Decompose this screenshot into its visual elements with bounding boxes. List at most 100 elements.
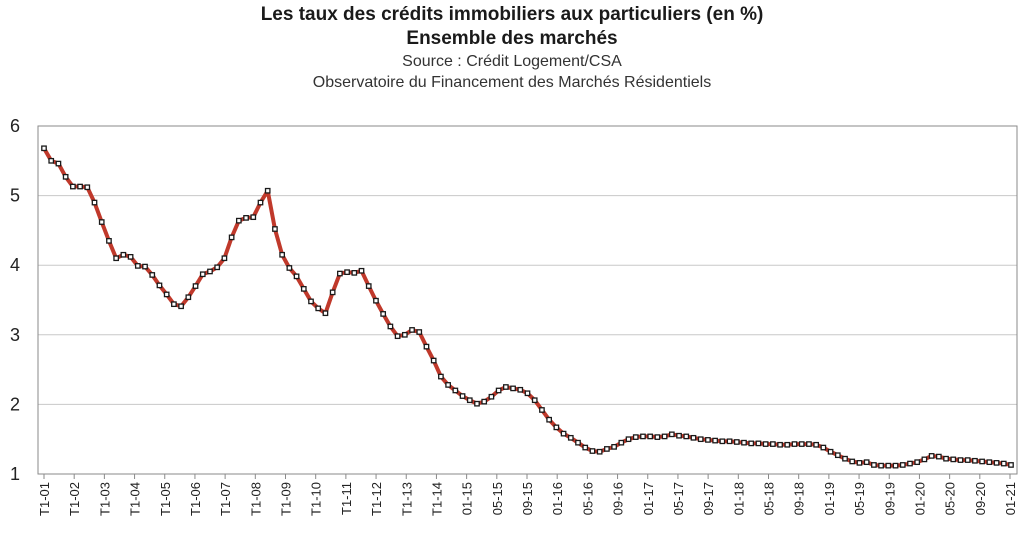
data-point — [214, 264, 221, 271]
data-point — [495, 387, 502, 394]
data-point — [640, 433, 646, 440]
data-point — [134, 263, 141, 269]
x-tick-label: T1-01 — [37, 482, 52, 516]
x-tick-label: 01-16 — [550, 482, 565, 515]
x-tick-label: 09-19 — [882, 482, 897, 515]
x-tick-label: T1-09 — [279, 482, 294, 516]
data-point — [943, 455, 949, 462]
y-tick-label: 3 — [10, 325, 20, 345]
data-point — [957, 457, 964, 463]
data-point — [474, 400, 480, 407]
data-point — [842, 455, 848, 462]
data-point — [733, 439, 740, 445]
plot-frame — [37, 125, 1018, 475]
data-point — [192, 283, 199, 289]
data-point — [322, 310, 329, 317]
x-tick-label: T1-06 — [188, 482, 203, 516]
data-point — [62, 173, 69, 180]
data-point — [560, 430, 567, 437]
x-tick-label: T1-03 — [97, 482, 112, 516]
x-tick-label: T1-13 — [399, 482, 414, 516]
data-point — [1000, 460, 1007, 467]
data-point — [950, 456, 957, 463]
data-point — [329, 289, 336, 296]
data-point — [502, 384, 509, 390]
y-tick-label: 5 — [10, 186, 20, 206]
data-point — [892, 462, 899, 469]
data-point — [250, 214, 257, 221]
data-point — [409, 327, 415, 333]
data-point — [416, 329, 423, 335]
data-point — [632, 434, 639, 440]
x-tick-label: 05-18 — [762, 482, 777, 515]
data-point — [185, 294, 192, 301]
y-tick-label: 2 — [10, 394, 20, 414]
data-point — [55, 160, 62, 167]
x-tick-label: 05-16 — [580, 482, 595, 515]
x-tick-label: 01-15 — [460, 482, 475, 515]
data-point — [668, 431, 675, 438]
data-point — [863, 459, 870, 466]
data-point — [979, 458, 985, 465]
data-point — [207, 268, 213, 275]
data-point — [834, 452, 841, 459]
data-point — [993, 460, 1000, 466]
data-point — [567, 434, 574, 441]
data-point — [272, 226, 278, 232]
data-point — [878, 462, 884, 469]
data-point — [986, 459, 993, 466]
data-point — [813, 441, 820, 448]
data-point — [394, 333, 401, 340]
data-point — [575, 439, 581, 446]
data-point — [365, 283, 372, 289]
data-point — [907, 460, 913, 467]
data-point — [279, 251, 285, 258]
data-point — [885, 462, 892, 469]
data-point — [387, 323, 394, 330]
data-point — [48, 157, 55, 164]
data-point — [423, 343, 430, 350]
data-point — [488, 393, 495, 400]
data-point — [466, 397, 473, 404]
data-point — [856, 460, 863, 466]
data-point — [531, 397, 538, 404]
x-tick-label: 01-18 — [731, 482, 746, 515]
data-point — [120, 251, 127, 258]
data-point — [582, 444, 589, 451]
data-point — [921, 456, 928, 463]
data-point — [791, 441, 798, 447]
data-point — [106, 237, 112, 244]
data-point — [77, 183, 83, 190]
data-point — [539, 407, 545, 413]
data-point — [770, 441, 776, 447]
x-tick-label: 01-20 — [912, 482, 927, 515]
data-point — [127, 253, 134, 260]
data-point — [676, 432, 682, 439]
data-point — [452, 387, 459, 394]
data-point — [481, 398, 488, 405]
y-tick-label: 6 — [10, 116, 20, 136]
x-tick-label: 09-20 — [973, 482, 988, 515]
data-point — [755, 440, 762, 447]
data-point — [113, 255, 120, 262]
data-point — [1008, 462, 1014, 468]
data-point — [618, 439, 625, 446]
data-point — [221, 255, 228, 262]
data-point — [344, 269, 350, 276]
chart-source: Source : Crédit Logement/CSA — [402, 53, 622, 70]
data-point — [798, 441, 805, 447]
data-point — [510, 385, 516, 392]
data-point — [697, 436, 704, 443]
data-point — [972, 457, 978, 464]
chart-subtitle: Ensemble des marchés — [406, 28, 618, 49]
data-point — [293, 273, 300, 280]
data-point — [517, 386, 524, 393]
data-point — [308, 298, 314, 305]
data-point — [156, 282, 163, 289]
x-tick-label: T1-04 — [128, 482, 143, 516]
data-point — [546, 416, 553, 423]
x-tick-label: T1-07 — [218, 482, 233, 516]
chart-title: Les taux des crédits immobiliers aux par… — [260, 4, 764, 25]
data-point — [235, 217, 242, 224]
data-point — [661, 433, 668, 440]
